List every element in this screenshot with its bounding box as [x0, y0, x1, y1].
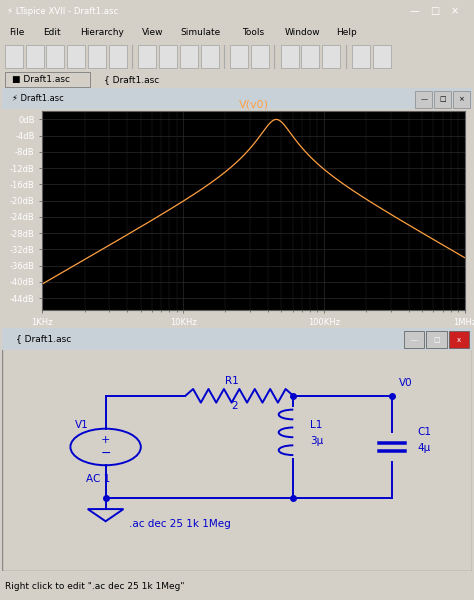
Text: ×: × — [450, 7, 459, 16]
Bar — [322, 45, 340, 68]
Text: { Draft1.asc: { Draft1.asc — [104, 75, 160, 84]
Text: Window: Window — [284, 28, 320, 37]
Bar — [230, 45, 248, 68]
Text: 4μ: 4μ — [418, 443, 431, 453]
Text: AC 1: AC 1 — [86, 473, 111, 484]
Text: 2: 2 — [231, 401, 238, 411]
Bar — [453, 91, 470, 108]
Bar — [2, 130, 474, 350]
Text: —: — — [410, 7, 419, 16]
Bar — [46, 45, 64, 68]
Text: Hierarchy: Hierarchy — [81, 28, 125, 37]
Text: V0: V0 — [399, 378, 412, 388]
Bar — [373, 45, 391, 68]
Text: 3μ: 3μ — [310, 436, 323, 446]
Bar — [448, 331, 469, 348]
Text: File: File — [9, 28, 25, 37]
Bar — [159, 45, 177, 68]
Text: Right click to edit ".ac dec 25 1k 1Meg": Right click to edit ".ac dec 25 1k 1Meg" — [5, 582, 184, 590]
Bar — [201, 45, 219, 68]
Text: Tools: Tools — [242, 28, 264, 37]
Text: □: □ — [430, 7, 439, 16]
Bar — [415, 91, 432, 108]
Bar — [109, 45, 127, 68]
Text: ⚡ LTspice XVII - Draft1.asc: ⚡ LTspice XVII - Draft1.asc — [7, 7, 118, 16]
Bar — [67, 45, 85, 68]
Text: —: — — [420, 97, 427, 103]
Bar — [352, 45, 370, 68]
Bar — [403, 331, 424, 348]
Bar — [281, 45, 299, 68]
Bar — [5, 71, 90, 87]
Text: C1: C1 — [418, 427, 432, 437]
Text: V1: V1 — [75, 420, 89, 430]
Title: V(v0): V(v0) — [238, 99, 268, 109]
Text: Edit: Edit — [43, 28, 60, 37]
Text: □: □ — [439, 97, 446, 103]
Text: View: View — [142, 28, 164, 37]
Bar — [88, 45, 106, 68]
Bar — [5, 45, 23, 68]
Bar — [26, 45, 44, 68]
Text: +: + — [101, 435, 110, 445]
Text: Simulate: Simulate — [180, 28, 220, 37]
Text: L1: L1 — [310, 420, 322, 430]
Bar — [426, 331, 447, 348]
Text: □: □ — [433, 337, 440, 343]
Text: x: x — [457, 337, 461, 343]
Text: ■ Draft1.asc: ■ Draft1.asc — [12, 75, 70, 84]
Text: —: — — [410, 337, 418, 343]
Text: ×: × — [458, 97, 464, 103]
Text: R1: R1 — [226, 376, 239, 386]
Text: ⚡ Draft1.asc: ⚡ Draft1.asc — [12, 94, 64, 103]
Bar — [138, 45, 156, 68]
Text: .ac dec 25 1k 1Meg: .ac dec 25 1k 1Meg — [129, 519, 231, 529]
Bar — [434, 91, 451, 108]
Text: { Draft1.asc: { Draft1.asc — [17, 334, 72, 343]
Bar — [251, 45, 269, 68]
Text: Help: Help — [337, 28, 357, 37]
Bar — [180, 45, 198, 68]
Text: −: − — [100, 447, 111, 460]
Bar — [2, 88, 472, 109]
Bar — [301, 45, 319, 68]
